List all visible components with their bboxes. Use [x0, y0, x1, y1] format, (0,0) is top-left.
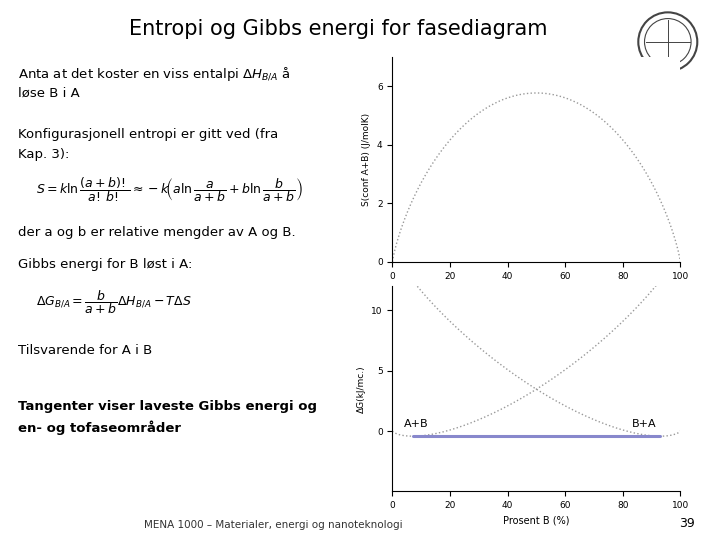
- Text: der a og b er relative mengder av A og B.: der a og b er relative mengder av A og B…: [18, 226, 296, 239]
- Text: en- og tofaseområder: en- og tofaseområder: [18, 421, 181, 435]
- Text: Kap. 3):: Kap. 3):: [18, 148, 69, 161]
- Text: løse B i A: løse B i A: [18, 86, 80, 99]
- Text: $S = k\ln\dfrac{(a+b)!}{a!\,b!} \approx -k\!\left(a\ln\dfrac{a}{a+b}+b\ln\dfrac{: $S = k\ln\dfrac{(a+b)!}{a!\,b!} \approx …: [36, 175, 303, 204]
- Text: Tangenter viser laveste Gibbs energi og: Tangenter viser laveste Gibbs energi og: [18, 400, 317, 413]
- Text: Anta at det koster en viss entalpi $\Delta H_{B/A}$ å: Anta at det koster en viss entalpi $\Del…: [18, 65, 291, 83]
- Text: $\Delta G_{B/A} = \dfrac{b}{a+b}\Delta H_{B/A} - T\Delta S$: $\Delta G_{B/A} = \dfrac{b}{a+b}\Delta H…: [36, 288, 192, 316]
- Text: Gibbs energi for B løst i A:: Gibbs energi for B løst i A:: [18, 258, 192, 271]
- Text: A+B: A+B: [404, 418, 428, 429]
- Text: MENA 1000 – Materialer, energi og nanoteknologi: MENA 1000 – Materialer, energi og nanote…: [144, 520, 403, 530]
- Text: 39: 39: [679, 517, 695, 530]
- Text: Konfigurasjonell entropi er gitt ved (fra: Konfigurasjonell entropi er gitt ved (fr…: [18, 129, 278, 141]
- X-axis label: Prosent B (%): Prosent B (%): [503, 516, 570, 525]
- X-axis label: Prosent B (%): Prosent B (%): [503, 286, 570, 296]
- Text: Tilsvarende for A i B: Tilsvarende for A i B: [18, 345, 152, 357]
- Text: B+A: B+A: [631, 418, 656, 429]
- Y-axis label: S(conf A+B) (J/molK): S(conf A+B) (J/molK): [362, 113, 372, 206]
- Text: Entropi og Gibbs energi for fasediagram: Entropi og Gibbs energi for fasediagram: [129, 19, 548, 39]
- Y-axis label: ΔG(kJ/mc.): ΔG(kJ/mc.): [356, 365, 366, 413]
